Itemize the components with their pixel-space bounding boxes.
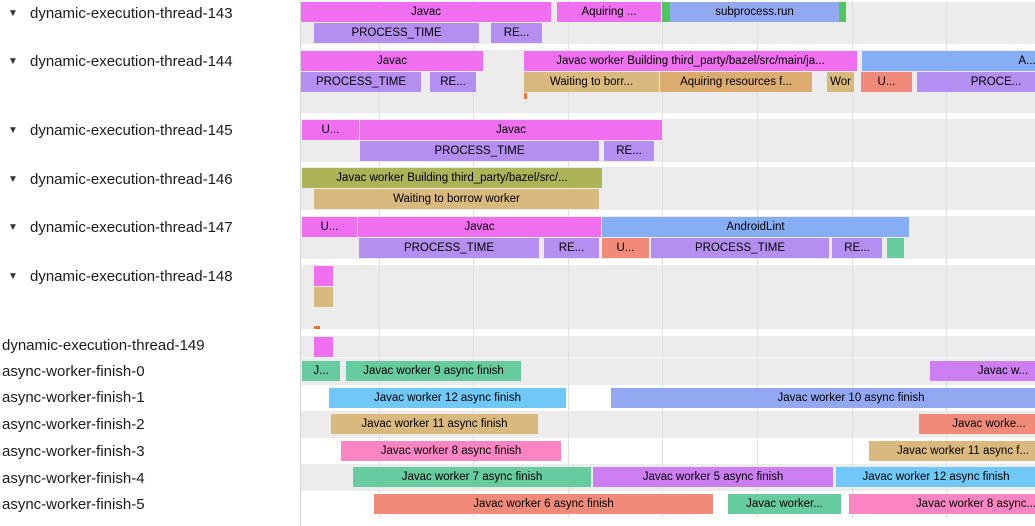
- trace-span[interactable]: PROCESS_TIME: [301, 72, 421, 92]
- trace-span[interactable]: Javac worker 11 async finish: [331, 414, 538, 434]
- time-gridline: [379, 0, 380, 518]
- trace-micro-span[interactable]: [524, 93, 527, 99]
- track-name-text: dynamic-execution-thread-143: [30, 5, 233, 22]
- trace-span[interactable]: Javac: [358, 217, 601, 237]
- trace-span[interactable]: [314, 266, 333, 286]
- trace-span[interactable]: Javac worker Building third_party/bazel/…: [302, 168, 602, 188]
- track-name-text: dynamic-execution-thread-145: [30, 122, 233, 139]
- trace-span[interactable]: Javac worker...: [728, 494, 841, 514]
- collapse-arrow-icon[interactable]: ▼: [8, 271, 18, 282]
- track-name-text: async-worker-finish-4: [2, 470, 145, 487]
- timeline-canvas[interactable]: Javac Aquiring ... subprocess.run PROCESS_T…: [300, 0, 1035, 526]
- trace-span[interactable]: U...: [602, 238, 649, 258]
- collapse-arrow-icon[interactable]: ▼: [8, 222, 18, 233]
- track-name-text: async-worker-finish-0: [2, 363, 145, 380]
- track-label-dynamic-execution-thread-146[interactable]: ▼ dynamic-execution-thread-146: [0, 169, 298, 190]
- track-label-dynamic-execution-thread-147[interactable]: ▼ dynamic-execution-thread-147: [0, 217, 298, 238]
- trace-span[interactable]: Javac worker 5 async finish: [593, 467, 833, 487]
- trace-span[interactable]: U...: [861, 72, 912, 92]
- trace-span[interactable]: Javac w...: [930, 361, 1035, 381]
- track-name-text: dynamic-execution-thread-149: [2, 337, 205, 354]
- time-gridline: [568, 0, 569, 518]
- collapse-arrow-icon[interactable]: ▼: [8, 8, 18, 19]
- trace-span[interactable]: RE...: [544, 238, 599, 258]
- track-name-text: dynamic-execution-thread-144: [30, 53, 233, 70]
- time-gridline: [757, 0, 758, 518]
- trace-span[interactable]: Aquiring ...: [557, 2, 661, 22]
- trace-span[interactable]: [314, 287, 333, 307]
- track-label-async-worker-finish-4[interactable]: async-worker-finish-4: [0, 468, 300, 489]
- trace-span[interactable]: PROCESS_TIME: [651, 238, 829, 258]
- trace-span[interactable]: PROCESS_TIME: [314, 23, 479, 43]
- track-label-async-worker-finish-2[interactable]: async-worker-finish-2: [0, 414, 300, 435]
- trace-span[interactable]: RE...: [604, 141, 654, 161]
- trace-span[interactable]: Javac worker 8 async...: [849, 494, 1035, 514]
- track-name-text: dynamic-execution-thread-146: [30, 171, 233, 188]
- collapse-arrow-icon[interactable]: ▼: [8, 56, 18, 67]
- trace-span[interactable]: Javac: [301, 51, 483, 71]
- trace-span[interactable]: [314, 337, 333, 357]
- track-name-text: dynamic-execution-thread-147: [30, 219, 233, 236]
- trace-span[interactable]: J...: [302, 361, 340, 381]
- trace-span[interactable]: PROCESS_TIME: [360, 141, 599, 161]
- track-label-dynamic-execution-thread-149[interactable]: dynamic-execution-thread-149: [0, 335, 300, 356]
- track-name-text: async-worker-finish-3: [2, 443, 145, 460]
- trace-span[interactable]: [887, 238, 904, 258]
- track-name-text: async-worker-finish-1: [2, 389, 145, 406]
- trace-span[interactable]: [839, 2, 846, 22]
- time-gridline: [946, 0, 947, 518]
- time-gridline: [852, 0, 853, 518]
- trace-span[interactable]: Javac worker 12 async finish: [329, 388, 566, 408]
- trace-span[interactable]: PROCESS_TIME: [359, 238, 539, 258]
- track-name-text: async-worker-finish-5: [2, 496, 145, 513]
- track-name-text: dynamic-execution-thread-148: [30, 268, 233, 285]
- track-name-text: async-worker-finish-2: [2, 416, 145, 433]
- trace-span[interactable]: PROCE...: [917, 72, 1035, 92]
- track-name-sidebar: ▼ dynamic-execution-thread-143 ▼ dynamic-ex…: [0, 0, 300, 526]
- trace-span[interactable]: Javac worker 8 async finish: [341, 441, 561, 461]
- track-label-dynamic-execution-thread-144[interactable]: ▼ dynamic-execution-thread-144: [0, 51, 298, 72]
- trace-span[interactable]: RE...: [832, 238, 882, 258]
- trace-span[interactable]: AndroidLint: [602, 217, 909, 237]
- track-label-dynamic-execution-thread-145[interactable]: ▼ dynamic-execution-thread-145: [0, 120, 298, 141]
- trace-span[interactable]: A...: [862, 51, 1035, 71]
- trace-span[interactable]: Javac: [360, 120, 662, 140]
- track-label-dynamic-execution-thread-148[interactable]: ▼ dynamic-execution-thread-148: [0, 266, 298, 287]
- time-gridline: [662, 0, 663, 518]
- trace-span[interactable]: subprocess.run: [670, 2, 839, 22]
- trace-span[interactable]: Javac worker 9 async finish: [346, 361, 521, 381]
- trace-micro-span[interactable]: [314, 326, 320, 329]
- trace-span[interactable]: RE...: [430, 72, 476, 92]
- trace-span[interactable]: Javac worker 7 async finish: [353, 467, 591, 487]
- trace-span[interactable]: U...: [302, 120, 359, 140]
- trace-span[interactable]: Javac worker 10 async finish: [611, 388, 1035, 408]
- trace-span[interactable]: Javac worker Building third_party/bazel/…: [524, 51, 857, 71]
- trace-span[interactable]: [662, 2, 670, 22]
- track-label-async-worker-finish-5[interactable]: async-worker-finish-5: [0, 494, 300, 515]
- trace-span[interactable]: RE...: [491, 23, 542, 43]
- trace-span[interactable]: Javac worker 11 async f...: [869, 441, 1035, 461]
- trace-span[interactable]: Javac: [301, 2, 551, 22]
- track-lane: [301, 265, 1035, 329]
- time-gridline: [473, 0, 474, 518]
- trace-span[interactable]: U...: [302, 217, 357, 237]
- track-lane: [301, 336, 1035, 357]
- track-label-async-worker-finish-1[interactable]: async-worker-finish-1: [0, 387, 300, 408]
- trace-span[interactable]: Wor: [827, 72, 854, 92]
- trace-span[interactable]: Waiting to borrow worker: [314, 189, 599, 209]
- trace-span[interactable]: Aquiring resources f...: [660, 72, 812, 92]
- trace-span[interactable]: Javac worker 6 async finish: [374, 494, 713, 514]
- trace-span[interactable]: Javac worke...: [919, 414, 1035, 434]
- track-label-async-worker-finish-0[interactable]: async-worker-finish-0: [0, 361, 300, 382]
- collapse-arrow-icon[interactable]: ▼: [8, 174, 18, 185]
- track-label-dynamic-execution-thread-143[interactable]: ▼ dynamic-execution-thread-143: [0, 3, 298, 24]
- collapse-arrow-icon[interactable]: ▼: [8, 125, 18, 136]
- trace-span[interactable]: Waiting to borr...: [524, 72, 659, 92]
- track-label-async-worker-finish-3[interactable]: async-worker-finish-3: [0, 441, 300, 462]
- trace-span[interactable]: Javac worker 12 async finish: [836, 467, 1035, 487]
